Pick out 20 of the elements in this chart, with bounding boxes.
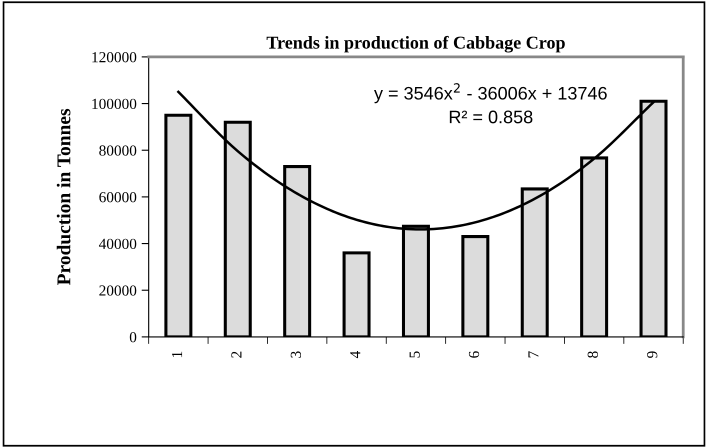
y-tick-label: 100000	[92, 98, 136, 110]
y-axis-title: Production in Tonnes	[56, 108, 70, 286]
x-tick-label: 7	[528, 351, 538, 358]
annotation: y = 3546x$^{2}$ - 36006x + 13746	[374, 83, 607, 104]
x-tick-label: 3	[290, 351, 301, 358]
x-tick-label: 4	[350, 351, 360, 358]
x-tick-label: 2	[231, 352, 242, 358]
x-tick-label: 9	[647, 351, 658, 358]
annotation: R² = 0.858	[450, 110, 532, 124]
y-tick-label: 120000	[92, 52, 136, 62]
y-tick-label: 60000	[99, 192, 136, 202]
x-tick-label: 6	[468, 351, 480, 358]
x-tick-label: 1	[172, 352, 182, 358]
x-tick-label: 8	[588, 351, 598, 358]
y-tick-label: 0	[130, 332, 136, 342]
y-tick-label: 40000	[98, 238, 136, 250]
y-tick-label: 20000	[99, 285, 136, 296]
y-tick-label: 80000	[99, 145, 136, 156]
chart-title: Trends in production of Cabbage Crop	[266, 36, 565, 53]
x-tick-label: 5	[410, 351, 420, 358]
